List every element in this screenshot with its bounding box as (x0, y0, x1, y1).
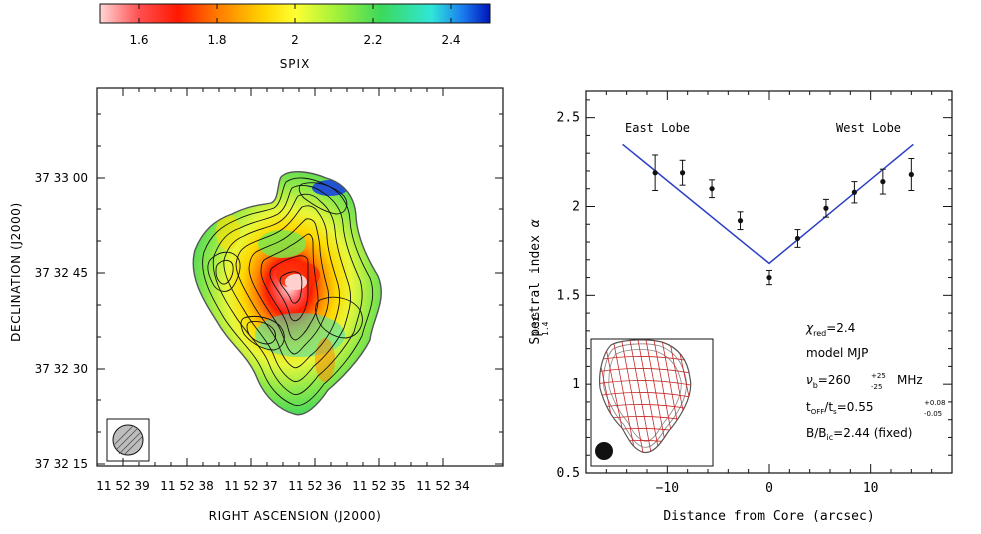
fit-parameters: χred=2.4 model MJP νb=260 +25 -25 MHz tO… (805, 321, 945, 442)
plot-y-tick-label: 1.5 (557, 288, 580, 303)
colorbar-tick-label: 2.4 (441, 33, 460, 47)
break-frequency-err-up: +25 (871, 372, 886, 380)
data-point (709, 186, 715, 192)
plot-x-tick-label: 0 (765, 481, 773, 496)
map-y-tick-label: 37 32 30 (35, 362, 88, 376)
map-x-axis-label: RIGHT ASCENSION (J2000) (209, 509, 382, 523)
map-x-ticks: 11 52 39 11 52 38 11 52 37 11 52 36 11 52 35… (96, 88, 470, 493)
beam-marker (106, 418, 150, 462)
plot-x-tick-label: 10 (863, 481, 879, 496)
plot-ticks: −10 0 10 0.5 1 1.5 2 2.5 (557, 91, 952, 496)
time-ratio-label: tOFF/ts=0.55 (806, 400, 873, 416)
plot-y-tick-label: 2.5 (557, 111, 580, 126)
map-x-tick-label: 11 52 39 (96, 479, 149, 493)
data-point (908, 171, 914, 178)
break-frequency-err-down: -25 (871, 383, 882, 391)
model-line (622, 143, 914, 265)
map-x-tick-label: 11 52 36 (288, 479, 341, 493)
map-y-tick-label: 37 32 45 (35, 266, 88, 280)
plot-y-axis-label-superscript: 0.325 (532, 312, 541, 336)
data-point (851, 189, 858, 195)
break-frequency-unit: MHz (897, 373, 923, 387)
map-y-tick-label: 37 33 00 (35, 171, 88, 185)
west-lobe-label: West Lobe (836, 121, 901, 135)
colorbar-tick-label: 2.2 (363, 33, 382, 47)
chi-squared-label: χred=2.4 (805, 321, 855, 338)
plot-y-tick-label: 0.5 (557, 466, 580, 481)
break-frequency-label: νb=260 (806, 373, 851, 390)
map-x-tick-label: 11 52 38 (160, 479, 213, 493)
field-ratio-label: B/Bic=2.44 (fixed) (806, 426, 912, 442)
inset-map (590, 338, 714, 467)
data-point (880, 179, 886, 185)
data-point (823, 205, 829, 211)
colorbar: 1.6 1.8 2 2.2 2.4 SPIX (99, 3, 491, 71)
map-y-tick-label: 37 32 15 (35, 457, 88, 471)
plot-x-axis-label: Distance from Core (arcsec) (663, 509, 874, 524)
colorbar-tick-label: 1.8 (207, 33, 226, 47)
spectral-index-profile: −10 0 10 0.5 1 1.5 2 2.5 East Lobe West Lobe χr… (528, 90, 953, 524)
colorbar-tick-label: 1.6 (129, 33, 148, 47)
colorbar-ticks: 1.6 1.8 2 2.2 2.4 (129, 4, 461, 47)
data-point (652, 170, 658, 176)
map-x-tick-label: 11 52 34 (416, 479, 469, 493)
plot-x-tick-label: −10 (656, 481, 679, 496)
time-ratio-err-down: -0.05 (924, 410, 942, 418)
plot-y-axis-label: Spectral index α (528, 219, 543, 344)
plot-y-tick-label: 2 (572, 199, 580, 214)
plot-y-tick-label: 1 (572, 377, 580, 392)
colorbar-label: SPIX (280, 57, 311, 71)
plot-y-axis-label-subscript: 1.4 (541, 321, 550, 336)
spectral-index-map: 11 52 39 11 52 38 11 52 37 11 52 36 11 52 35… (9, 87, 504, 523)
data-point (737, 218, 744, 224)
map-x-tick-label: 11 52 35 (352, 479, 405, 493)
data-points (652, 154, 915, 286)
model-label: model MJP (806, 346, 868, 360)
data-point (794, 235, 801, 242)
model-curve (622, 143, 914, 265)
intensity-contours (192, 171, 382, 416)
east-lobe-label: East Lobe (625, 121, 690, 135)
inset-beam (595, 442, 613, 460)
colorbar-tick-label: 2 (291, 33, 299, 47)
data-point (679, 170, 686, 176)
data-point (766, 274, 772, 281)
map-x-tick-label: 11 52 37 (224, 479, 277, 493)
map-y-ticks: 37 33 00 37 32 45 37 32 30 37 32 15 (35, 113, 503, 471)
time-ratio-err-up: +0.08 (924, 399, 945, 407)
map-y-axis-label: DECLINATION (J2000) (9, 202, 23, 342)
